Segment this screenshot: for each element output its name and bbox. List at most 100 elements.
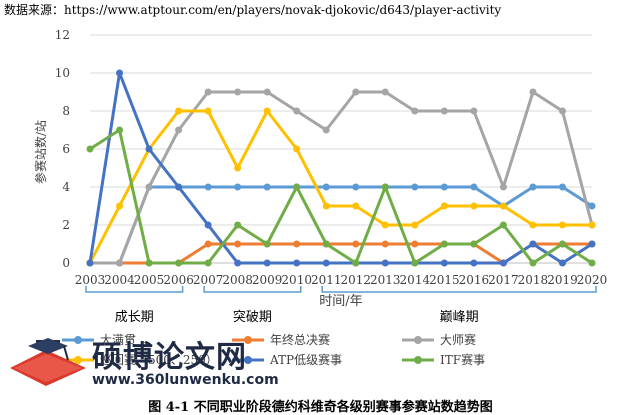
y-tick-label: 10 xyxy=(55,66,70,80)
data-point xyxy=(411,221,419,229)
data-point xyxy=(175,183,183,191)
data-point xyxy=(470,202,478,210)
x-axis-label: 时间/年 xyxy=(319,294,362,309)
data-point xyxy=(293,259,301,267)
data-point xyxy=(352,259,360,267)
data-point xyxy=(86,145,94,153)
legend-label: ITF赛事 xyxy=(440,352,485,367)
data-point xyxy=(440,240,448,248)
y-ticks: 0 2 4 6 8 10 12 xyxy=(55,28,71,270)
legend-swatch-marker xyxy=(414,336,422,344)
data-point xyxy=(175,126,183,134)
series-line xyxy=(89,128,593,265)
x-tick-label: 2015 xyxy=(429,273,460,287)
data-point xyxy=(175,259,183,267)
data-point xyxy=(499,259,507,267)
data-point xyxy=(558,183,566,191)
data-point xyxy=(116,202,124,210)
phase-label: 突破期 xyxy=(233,309,272,325)
source-note: 数据来源：https://www.atptour.com/en/players/… xyxy=(4,3,502,17)
data-point xyxy=(470,107,478,115)
data-point xyxy=(175,107,183,115)
data-point xyxy=(234,240,242,248)
legend-swatch-marker xyxy=(244,356,252,364)
data-point xyxy=(529,183,537,191)
data-point xyxy=(263,240,271,248)
data-point xyxy=(558,107,566,115)
watermark-text: 硕博论文网 xyxy=(92,340,247,375)
data-point xyxy=(470,240,478,248)
legend-item: 年终总决赛 xyxy=(232,332,330,347)
data-point xyxy=(263,259,271,267)
legend-item: ATP低级赛事 xyxy=(232,352,342,367)
phase-2: 突破期 xyxy=(203,286,302,325)
data-point xyxy=(411,183,419,191)
data-point xyxy=(145,145,153,153)
data-point xyxy=(293,240,301,248)
x-tick-label: 2019 xyxy=(547,273,578,287)
data-point xyxy=(470,259,478,267)
data-point xyxy=(381,88,389,96)
data-point xyxy=(263,107,271,115)
data-point xyxy=(263,183,271,191)
data-point xyxy=(411,259,419,267)
data-point xyxy=(411,240,419,248)
x-tick-label: 2010 xyxy=(281,273,312,287)
x-tick-label: 2012 xyxy=(340,273,371,287)
data-point xyxy=(588,202,596,210)
phase-3: 巅峰期 xyxy=(321,286,597,325)
data-point xyxy=(352,88,360,96)
data-point xyxy=(234,88,242,96)
x-tick-label: 2004 xyxy=(104,273,135,287)
x-tick-label: 2017 xyxy=(488,273,519,287)
legend-item: ITF赛事 xyxy=(402,352,485,367)
legend-swatch-marker xyxy=(74,356,82,364)
legend-label: 年终总决赛 xyxy=(270,332,330,347)
data-point xyxy=(322,202,330,210)
data-point xyxy=(529,88,537,96)
data-point xyxy=(204,107,212,115)
x-tick-label: 2005 xyxy=(134,273,165,287)
series-line xyxy=(90,90,594,265)
data-point xyxy=(352,240,360,248)
data-point xyxy=(234,183,242,191)
series-line xyxy=(90,185,593,265)
phase-bracket xyxy=(321,286,597,293)
data-point xyxy=(499,202,507,210)
data-point xyxy=(440,259,448,267)
data-point xyxy=(145,259,153,267)
data-point xyxy=(145,183,153,191)
data-point xyxy=(470,183,478,191)
data-point xyxy=(204,221,212,229)
data-point xyxy=(322,126,330,134)
series-5 xyxy=(86,69,596,267)
series-line xyxy=(88,109,592,264)
series-6 xyxy=(86,126,596,267)
data-point xyxy=(116,69,124,77)
data-point xyxy=(440,183,448,191)
graduation-cap-logo-icon xyxy=(10,338,86,386)
series-layer xyxy=(86,69,596,267)
data-point xyxy=(293,183,301,191)
data-point xyxy=(204,183,212,191)
phase-1: 成长期 xyxy=(85,286,184,325)
x-tick-label: 2020 xyxy=(577,273,608,287)
y-tick-label: 8 xyxy=(62,104,70,118)
data-point xyxy=(499,221,507,229)
x-tick-label: 2016 xyxy=(459,273,490,287)
series-3 xyxy=(86,88,596,267)
legend-item: 大师赛 xyxy=(402,332,476,347)
data-point xyxy=(529,221,537,229)
data-point xyxy=(440,202,448,210)
x-tick-label: 2011 xyxy=(311,273,342,287)
x-tick-label: 2007 xyxy=(193,273,224,287)
data-point xyxy=(234,259,242,267)
data-point xyxy=(86,259,94,267)
watermark: 硕博论文网 www.360lunwenku.com xyxy=(0,328,300,392)
x-tick-label: 2008 xyxy=(222,273,253,287)
y-tick-label: 12 xyxy=(55,28,70,42)
data-point xyxy=(293,145,301,153)
figure-caption: 图 4-1 不同职业阶段德约科维奇各级别赛事参赛站数趋势图 xyxy=(148,400,493,415)
legend-swatch-marker xyxy=(414,356,422,364)
